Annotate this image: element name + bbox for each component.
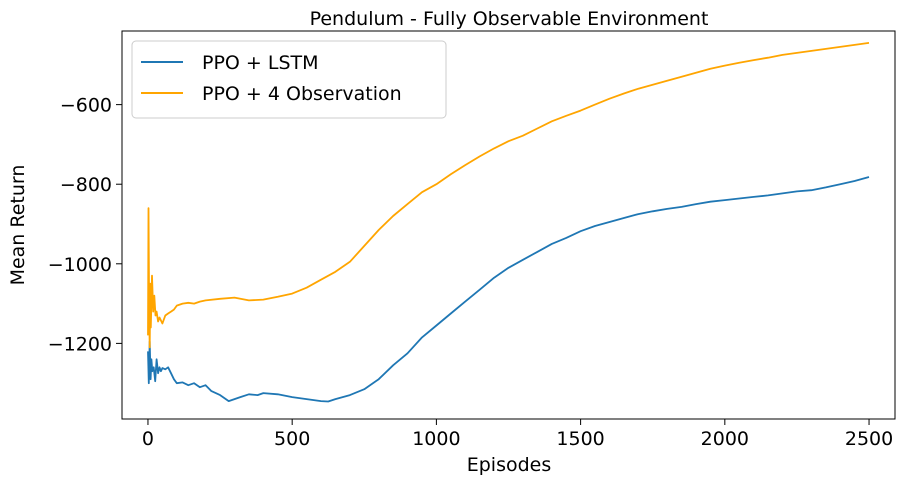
y-axis-ticks: −1200 −1000 −800 −600 (48, 95, 122, 355)
x-axis-ticks: 0 500 1000 1500 2000 2500 (142, 419, 893, 450)
chart-title: Pendulum - Fully Observable Environment (310, 8, 709, 30)
x-tick-label: 500 (274, 428, 310, 450)
y-tick-label: −600 (60, 95, 112, 117)
legend: PPO + LSTM PPO + 4 Observation (131, 40, 447, 119)
y-tick-label: −1000 (48, 254, 112, 276)
legend-label-ppo-4-observation: PPO + 4 Observation (202, 83, 402, 105)
series-line-ppo-lstm (147, 176, 870, 403)
x-tick-label: 0 (142, 428, 154, 450)
x-axis-label: Episodes (467, 454, 552, 476)
y-tick-label: −800 (60, 174, 112, 196)
legend-label-ppo-lstm: PPO + LSTM (202, 52, 319, 74)
legend-box (131, 40, 447, 119)
x-tick-label: 1000 (412, 428, 460, 450)
x-tick-label: 1500 (556, 428, 604, 450)
x-tick-label: 2500 (845, 428, 893, 450)
series-line-ppo-4-observation (147, 42, 870, 349)
y-axis-label: Mean Return (7, 165, 29, 286)
y-tick-label: −1200 (48, 333, 112, 355)
x-tick-label: 2000 (701, 428, 749, 450)
plot-frame (121, 30, 896, 420)
plot-series (147, 42, 870, 403)
